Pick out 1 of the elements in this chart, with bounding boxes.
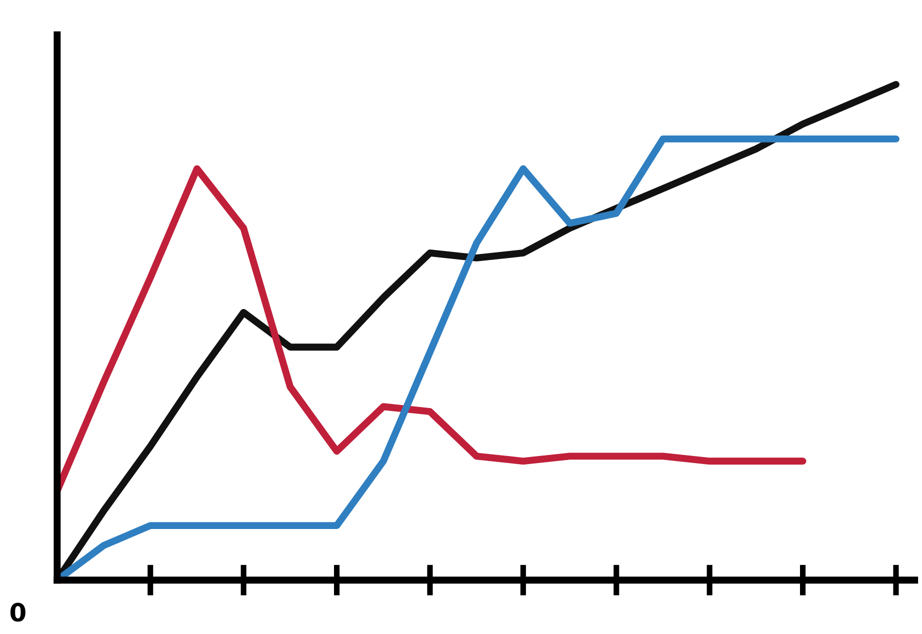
text: 0 <box>10 602 26 622</box>
